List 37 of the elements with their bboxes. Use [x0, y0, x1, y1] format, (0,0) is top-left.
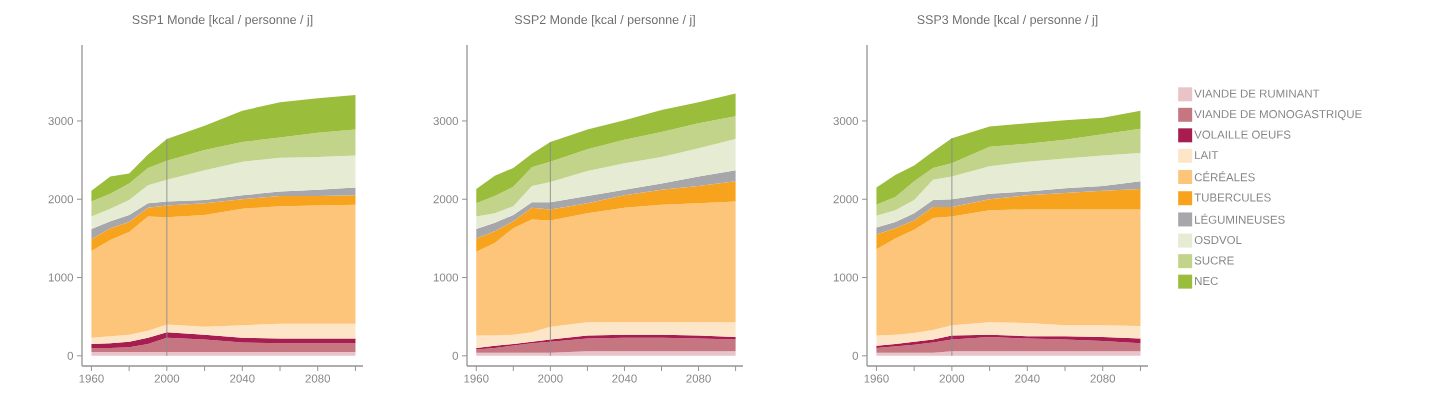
x-tick-label: 2040 [612, 374, 637, 383]
legend-label: CÉRÉALES [1194, 171, 1255, 182]
x-tick-label: 2040 [230, 374, 255, 383]
y-tick-label: 2000 [48, 195, 74, 204]
x-tick-label: 2080 [1090, 374, 1116, 383]
y-tick-label: 0 [452, 351, 459, 360]
legend-label: NEC [1195, 276, 1218, 286]
x-tick-label: 1960 [464, 374, 489, 383]
x-tick-label: 2080 [686, 374, 711, 383]
legend-label: VIANDE DE RUMINANT [1194, 89, 1320, 98]
legend-label: LAIT [1195, 151, 1219, 160]
x-tick-label: 2040 [1015, 374, 1040, 383]
y-tick-label: 1000 [48, 273, 74, 282]
y-tick-label: 3000 [433, 116, 459, 125]
x-tick-label: 2000 [939, 374, 965, 383]
y-tick-label: 1000 [433, 273, 459, 282]
legend-label: VOLAILLE OEUFS [1194, 130, 1291, 139]
x-tick-label: 1960 [79, 374, 104, 383]
legend-label: LÉGUMINEUSES [1195, 213, 1285, 224]
y-tick-label: 1000 [833, 273, 859, 282]
legend-label: VIANDE DE MONOGASTRIQUE [1194, 110, 1362, 121]
chart-title: SSP1 Monde [kcal / personne / j] [132, 14, 313, 27]
legend-label: TUBERCULES [1194, 193, 1271, 202]
chart-title: SSP2 Monde [kcal / personne / j] [514, 14, 695, 27]
y-tick-label: 3000 [833, 116, 859, 125]
legend-label: SUCRE [1194, 256, 1234, 265]
x-tick-label: 2000 [538, 374, 563, 383]
legend-label: OSDVOL [1194, 235, 1242, 245]
x-tick-label: 1960 [864, 374, 889, 383]
x-tick-label: 2000 [154, 374, 180, 383]
x-tick-label: 2080 [305, 374, 331, 383]
y-tick-label: 2000 [833, 195, 859, 204]
y-tick-label: 0 [852, 351, 859, 360]
chart-title: SSP3 Monde [kcal / personne / j] [917, 14, 1098, 27]
y-tick-label: 0 [67, 351, 74, 360]
y-tick-label: 3000 [48, 116, 74, 125]
y-tick-label: 2000 [433, 195, 459, 204]
